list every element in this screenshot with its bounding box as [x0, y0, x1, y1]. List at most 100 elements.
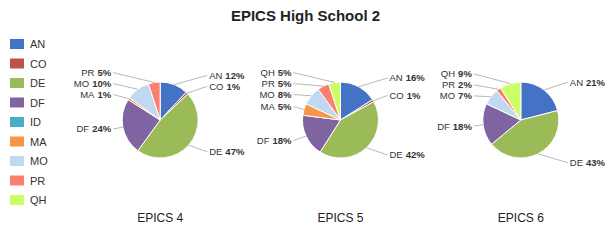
leader-line — [538, 154, 568, 163]
legend-label: QH — [30, 194, 47, 206]
data-label-category: MA — [80, 89, 95, 100]
data-label: PR5% — [81, 67, 111, 78]
data-label-category: DF — [76, 123, 89, 134]
data-label: CO1% — [390, 90, 422, 101]
data-label-category: PR — [262, 78, 275, 89]
data-label-value: 43% — [586, 157, 606, 168]
pie-subtitle: EPICS 5 — [317, 211, 363, 225]
data-label: DE47% — [209, 146, 245, 157]
leader-line — [187, 86, 207, 93]
data-label-category: PR — [81, 67, 94, 78]
data-label-category: MO — [74, 78, 89, 89]
legend-swatch — [10, 156, 24, 166]
legend-swatch — [10, 98, 24, 108]
data-label: CO1% — [209, 81, 241, 92]
data-label-value: 1% — [226, 81, 240, 92]
leader-line — [367, 148, 388, 155]
legend-label: DE — [30, 77, 45, 89]
leader-line — [474, 125, 483, 126]
legend-label: PR — [30, 175, 45, 187]
data-label-value: 42% — [406, 149, 426, 160]
data-label: MO7% — [440, 90, 473, 101]
data-label: AN12% — [209, 70, 245, 81]
data-label-category: DF — [257, 135, 270, 146]
leader-line — [474, 85, 499, 89]
pie — [122, 82, 198, 158]
data-label: MA5% — [261, 101, 293, 112]
data-label: DF18% — [437, 121, 472, 132]
data-label-value: 1% — [407, 90, 421, 101]
legend-swatch — [10, 117, 24, 127]
data-label-category: DE — [570, 157, 583, 168]
data-label-value: 21% — [586, 77, 606, 88]
leader-line — [474, 95, 491, 97]
data-label: PR5% — [262, 78, 292, 89]
data-label: DE42% — [390, 149, 426, 160]
pie-subtitle: EPICS 4 — [137, 211, 183, 225]
data-label-value: 8% — [278, 89, 292, 100]
data-label-category: QH — [261, 67, 275, 78]
data-label: DF18% — [257, 135, 292, 146]
data-label-value: 1% — [97, 89, 111, 100]
data-label-category: MO — [440, 90, 455, 101]
leader-line — [294, 107, 305, 110]
data-label-value: 5% — [278, 78, 292, 89]
title: EPICS High School 2 — [231, 7, 380, 24]
legend-label: CO — [30, 58, 47, 70]
data-label-value: 12% — [225, 70, 245, 81]
leader-line — [474, 74, 510, 84]
data-label: AN21% — [570, 77, 606, 88]
data-label: MO 8% — [259, 89, 292, 100]
data-label: MO10% — [74, 78, 112, 89]
legend-label: AN — [30, 38, 45, 50]
pie — [483, 82, 559, 158]
leader-line — [113, 84, 138, 90]
leader-line — [359, 78, 388, 87]
data-label-category: MA — [261, 101, 276, 112]
data-label-value: 18% — [272, 135, 292, 146]
legend-swatch — [10, 39, 24, 49]
data-label: DE43% — [570, 157, 606, 168]
data-label-category: AN — [570, 77, 583, 88]
data-label-category: PR — [442, 79, 455, 90]
data-label: MA1% — [80, 89, 112, 100]
data-label-value: 7% — [458, 90, 472, 101]
legend-swatch — [10, 59, 24, 69]
legend-label: MO — [30, 155, 48, 167]
legend-label: DF — [30, 97, 45, 109]
leader-line — [294, 95, 312, 96]
legend-swatch — [10, 137, 24, 147]
legend-swatch — [10, 176, 24, 186]
data-label-value: 24% — [92, 123, 112, 134]
data-label-value: 18% — [453, 121, 473, 132]
data-label-category: DF — [437, 121, 450, 132]
legend-label: ID — [30, 116, 41, 128]
data-label-value: 5% — [278, 101, 292, 112]
data-label-value: 5% — [97, 67, 111, 78]
chart: EPICS High School 2ANCODEDFIDMAMOPRQHAN1… — [0, 0, 611, 233]
data-label-category: QH — [441, 68, 455, 79]
leader-line — [294, 84, 324, 87]
data-label-value: 5% — [278, 67, 292, 78]
pie-subtitle: EPICS 6 — [498, 211, 544, 225]
leader-line — [294, 136, 307, 140]
legend-swatch — [10, 195, 24, 205]
legend-label: MA — [30, 136, 47, 148]
data-label-category: MO — [259, 89, 274, 100]
leader-line — [174, 75, 207, 84]
data-label: PR2% — [442, 79, 472, 90]
data-label-value: 2% — [458, 79, 472, 90]
data-label-category: DE — [390, 149, 403, 160]
data-label-category: DE — [209, 146, 222, 157]
data-label-category: CO — [390, 90, 404, 101]
legend-swatch — [10, 78, 24, 88]
data-label: QH5% — [261, 67, 293, 78]
leader-line — [373, 96, 387, 101]
data-label: QH9% — [441, 68, 473, 79]
leader-line — [544, 82, 568, 90]
pie-slice — [148, 82, 160, 120]
pie — [303, 82, 379, 158]
leader-line — [113, 73, 154, 83]
data-label-category: CO — [209, 81, 223, 92]
data-label-category: AN — [390, 72, 403, 83]
